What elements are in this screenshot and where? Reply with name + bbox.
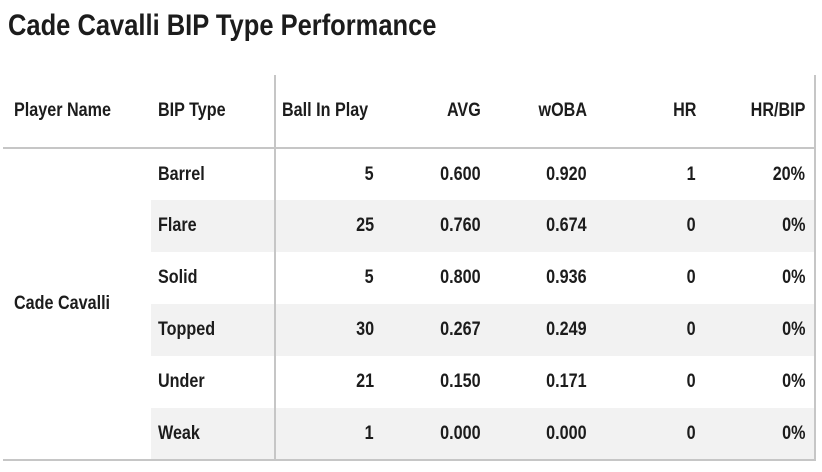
ball-in-play-cell: 21 <box>274 356 383 408</box>
avg-cell: 0.267 <box>383 304 490 356</box>
table-row-weak: Weak 1 0.000 0.000 0 0% <box>3 408 816 461</box>
table-header: Player Name BIP Type Ball In Play AVG wO… <box>3 75 816 149</box>
table-row-barrel: Cade Cavalli Barrel 5 0.600 0.920 1 20% <box>3 148 816 461</box>
header-hr: HR <box>596 75 705 149</box>
player-name-cell: Cade Cavalli <box>3 148 151 461</box>
woba-cell: 0.936 <box>546 267 587 288</box>
woba-cell: 0.920 <box>546 163 587 185</box>
bip-type-cell: Barrel <box>158 163 205 185</box>
hr-cell: 0 <box>596 200 705 252</box>
page: Cade Cavalli BIP Type Performance Player… <box>3 8 822 461</box>
hr-bip-cell: 0% <box>705 408 816 461</box>
ball-in-play-cell: 5 <box>274 252 383 304</box>
ball-in-play-cell: 25 <box>274 200 383 252</box>
header-hr-bip: HR/BIP <box>705 75 816 149</box>
avg-cell: 0.000 <box>383 408 490 461</box>
table-row-flare: Flare 25 0.760 0.674 0 0% <box>3 200 816 252</box>
bip-performance-table: Player Name BIP Type Ball In Play AVG wO… <box>3 75 816 461</box>
bip-type-cell: Flare <box>151 200 275 252</box>
avg-cell: 0.760 <box>383 200 490 252</box>
woba-cell: 0.674 <box>490 200 596 252</box>
page-title: Cade Cavalli BIP Type Performance <box>8 8 822 44</box>
table-row-solid: Solid 5 0.800 0.936 0 0% <box>3 252 816 304</box>
ball-in-play-cell: 1 <box>274 408 383 461</box>
avg-cell: 0.600 <box>440 163 481 185</box>
hr-cell: 0 <box>596 408 705 461</box>
bip-type-cell: Solid <box>158 267 198 288</box>
bip-type-cell: Topped <box>151 304 275 356</box>
header-avg: AVG <box>383 75 490 149</box>
woba-cell: 0.171 <box>546 371 587 392</box>
header-player-name: Player Name <box>3 75 151 149</box>
woba-cell: 0.249 <box>490 304 596 356</box>
hr-bip-cell: 0% <box>705 356 816 408</box>
hr-cell: 0 <box>687 371 696 392</box>
hr-cell: 0 <box>687 267 696 288</box>
table-row-topped: Topped 30 0.267 0.249 0 0% <box>3 304 816 356</box>
header-row: Player Name BIP Type Ball In Play AVG wO… <box>3 75 816 149</box>
bip-type-cell: Under <box>158 371 205 392</box>
table-body: Cade Cavalli Barrel 5 0.600 0.920 1 20% … <box>3 148 816 461</box>
avg-cell: 0.800 <box>440 267 481 288</box>
page-title-text: Cade Cavalli BIP Type Performance <box>8 9 437 42</box>
bip-type-cell: Weak <box>151 408 275 461</box>
hr-bip-cell: 20% <box>705 148 816 200</box>
ball-in-play-cell: 5 <box>274 148 383 200</box>
header-bip-type: BIP Type <box>151 75 275 149</box>
hr-bip-cell: 0% <box>705 200 816 252</box>
hr-cell: 1 <box>687 163 696 185</box>
ball-in-play-cell: 30 <box>274 304 383 356</box>
header-woba: wOBA <box>490 75 596 149</box>
hr-bip-cell: 0% <box>705 252 816 304</box>
hr-bip-cell: 0% <box>705 304 816 356</box>
hr-cell: 0 <box>596 304 705 356</box>
header-ball-in-play: Ball In Play <box>274 75 383 149</box>
avg-cell: 0.150 <box>440 371 481 392</box>
table-row-under: Under 21 0.150 0.171 0 0% <box>3 356 816 408</box>
woba-cell: 0.000 <box>490 408 596 461</box>
